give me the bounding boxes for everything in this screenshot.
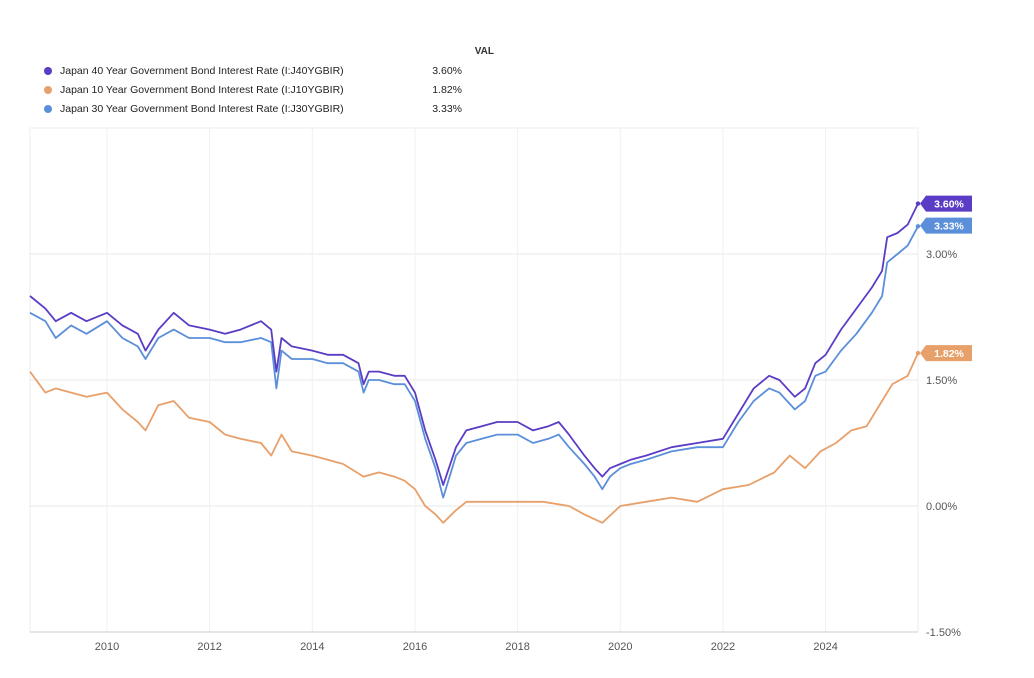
grid	[29, 127, 919, 633]
x-tick-label: 2020	[608, 641, 632, 653]
y-tick-label: 0.00%	[926, 501, 957, 513]
legend-dot-j30	[44, 105, 52, 113]
legend-label-j30: Japan 30 Year Government Bond Interest R…	[60, 103, 344, 115]
series-line-2	[29, 225, 919, 499]
end-label-text-1: 1.82%	[934, 348, 964, 360]
legend-label-j40: Japan 40 Year Government Bond Interest R…	[60, 65, 344, 77]
end-label-text-2: 3.33%	[934, 221, 964, 233]
end-label-tag-1	[920, 345, 972, 362]
x-tick-label: 2010	[95, 641, 119, 653]
series-end-point-0	[915, 201, 921, 206]
series-end-point-1	[915, 350, 921, 356]
series-end-point-2	[915, 224, 921, 229]
end-value-labels: 3.60% 3.33% 1.82%	[920, 195, 972, 362]
x-tick-label: 2016	[403, 641, 427, 653]
legend-label-j10: Japan 10 Year Government Bond Interest R…	[60, 84, 344, 96]
end-label-tag-0	[920, 195, 972, 212]
legend-item-j10[interactable]: Japan 10 Year Government Bond Interest R…	[44, 81, 462, 99]
legend-dot-j40	[44, 67, 52, 75]
y-tick-label: 3.00%	[926, 249, 957, 261]
legend-value-j30: 3.33%	[432, 103, 462, 115]
series-line-1	[29, 352, 919, 524]
end-label-tag-2	[920, 217, 972, 234]
x-tick-label: 2022	[711, 641, 735, 653]
x-tick-label: 2018	[505, 641, 529, 653]
legend-value-j40: 3.60%	[432, 65, 462, 77]
legend-item-j40[interactable]: Japan 40 Year Government Bond Interest R…	[44, 62, 462, 80]
x-tick-label: 2014	[300, 641, 324, 653]
end-label-text-0: 3.60%	[934, 199, 964, 211]
axes: 3.00% 1.50% 0.00% -1.50% 2010 2012 2014 2016 201…	[30, 249, 961, 653]
y-tick-label: 1.50%	[926, 375, 957, 387]
x-tick-label: 2012	[197, 641, 221, 653]
legend-dot-j10	[44, 86, 52, 94]
legend-item-j30[interactable]: Japan 30 Year Government Bond Interest R…	[44, 100, 462, 118]
y-tick-label: -1.50%	[926, 627, 961, 639]
series-lines	[29, 201, 921, 524]
legend-value-j10: 1.82%	[432, 84, 462, 96]
series-line-0	[29, 203, 919, 486]
x-tick-label: 2024	[813, 641, 837, 653]
legend-header: VAL	[474, 46, 494, 57]
